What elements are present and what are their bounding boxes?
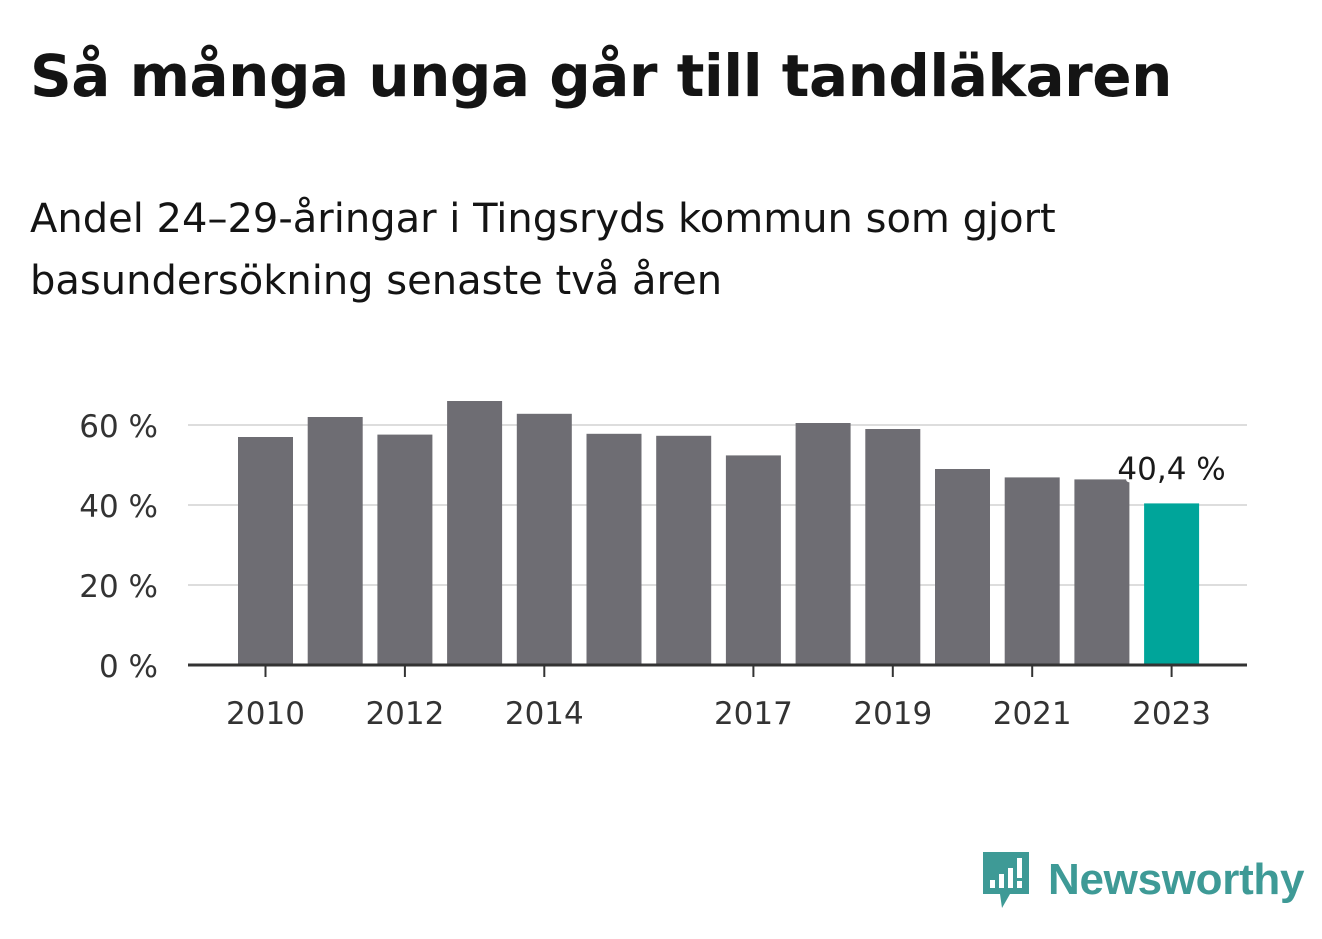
bar [1074,479,1130,665]
axes [188,663,1247,677]
y-tick-label: 20 % [79,569,158,605]
y-tick-label: 0 % [99,649,158,685]
bar [516,413,572,665]
chart-title: Så många unga går till tandläkaren [30,42,1172,110]
bar [865,429,921,665]
bar [725,455,781,665]
x-tick-label: 2010 [226,696,305,732]
y-tick-label: 60 % [79,409,158,445]
grid-lines [188,424,1247,586]
bar [238,437,293,665]
bar [377,434,433,665]
brand-name: Newsworthy [1048,855,1305,904]
highlight-value-label: 40,4 % [1117,451,1225,487]
bar [307,417,363,665]
bar [656,435,712,665]
bar [447,401,503,665]
x-tick-label: 2021 [993,696,1072,732]
x-tick-label: 2019 [853,696,932,732]
y-tick-label: 40 % [79,489,158,525]
newsworthy-logo: Newsworthy [980,850,1304,910]
x-tick-label: 2017 [714,696,793,732]
bar [1004,477,1060,665]
bars [238,401,1200,665]
bar [935,469,990,665]
bar-highlight [1144,503,1200,665]
x-tick-label: 2012 [365,696,444,732]
labels: 0 % 20 % 40 % 60 % 2010 2012 2014 2017 2019 2021 2… [79,409,1229,732]
bar-chart-speech-bubble-icon [983,852,1029,908]
chart-subtitle: Andel 24–29-åringar i Tingsryds kommun s… [30,196,1056,304]
bar [795,423,851,665]
x-tick-label: 2023 [1132,696,1211,732]
x-tick-label: 2014 [505,696,584,732]
bar [586,433,642,665]
